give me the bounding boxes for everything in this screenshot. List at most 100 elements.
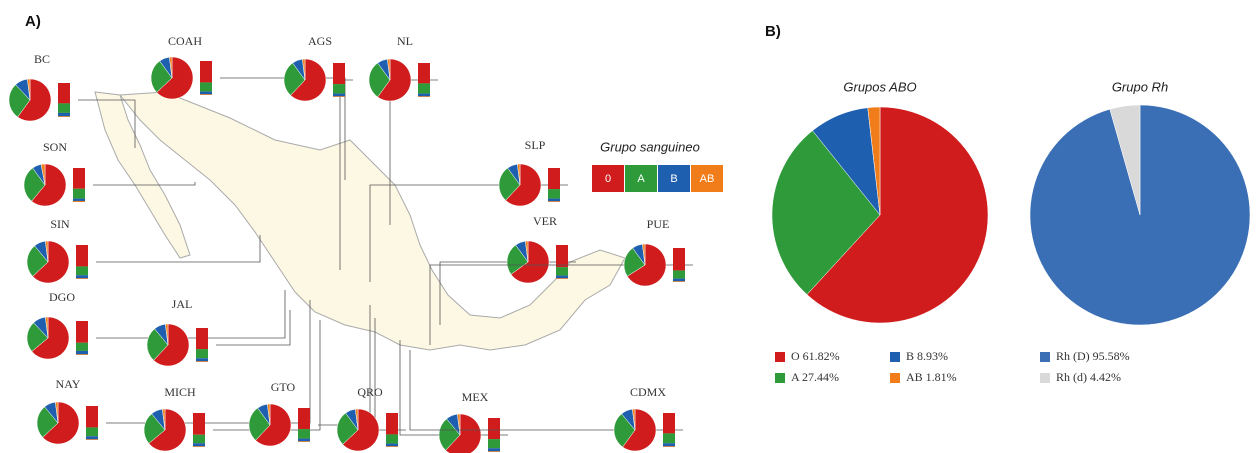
stacked-bar (196, 328, 208, 350)
panel-label: A) (25, 13, 41, 30)
pie-slice (23, 167, 46, 202)
stacked-bar (86, 439, 98, 440)
pie-slice (162, 408, 166, 431)
legend-label: Rh (D) (1056, 349, 1090, 363)
pie-slice (525, 240, 529, 263)
pie-slice (267, 403, 271, 426)
pie-slice (642, 243, 646, 266)
stacked-bar (418, 93, 430, 97)
legend-label: 0 (605, 173, 611, 185)
arrow (96, 235, 261, 263)
baja-california (94, 91, 191, 259)
stacked-bar (386, 413, 398, 435)
stacked-bar (86, 427, 98, 437)
region-label: MEX (462, 390, 489, 404)
stacked-bar (298, 408, 310, 430)
stacked-bar (556, 267, 568, 276)
stacked-bar (73, 188, 85, 199)
stacked-bar (418, 83, 430, 94)
legend-label: B (670, 173, 677, 185)
stacked-bar (333, 93, 345, 97)
pie-slice (156, 56, 194, 100)
pie-slice (32, 240, 70, 284)
region-label: DGO (49, 290, 75, 304)
stacked-bar (76, 275, 88, 279)
pie-slice (377, 58, 412, 102)
legend-entry: A 27.44% (791, 370, 839, 384)
stacked-bar (298, 429, 310, 439)
stacked-bar (298, 438, 310, 442)
stacked-bar (548, 189, 560, 199)
pie-slice (632, 408, 636, 431)
legend-entry: B 8.93% (906, 349, 948, 363)
stacked-bar (86, 406, 98, 428)
stacked-bar (663, 433, 675, 444)
value-label: 95.58% (1093, 349, 1130, 363)
arrow (429, 264, 693, 345)
stacked-bar (58, 112, 70, 117)
pie-slice (31, 163, 67, 207)
stacked-bar (386, 443, 398, 447)
stacked-bar (298, 441, 310, 442)
stacked-bar (333, 96, 345, 97)
pie-slice (148, 408, 187, 452)
stacked-bar (556, 278, 568, 279)
stacked-bar (556, 245, 568, 268)
chart-title: Grupos ABO (843, 79, 916, 94)
pie-slice (8, 84, 31, 118)
pie-slice (445, 413, 482, 453)
legend-swatch (890, 352, 900, 362)
stacked-bar (488, 451, 500, 452)
legend-label: A (791, 370, 800, 384)
pie-slice (31, 316, 70, 360)
pie-slice (45, 316, 49, 339)
region-label: SIN (50, 217, 70, 231)
region-label: AGS (308, 34, 332, 48)
legend-label: Rh (d) (1056, 370, 1087, 384)
pie-slice (771, 130, 881, 295)
pie-slice (626, 243, 667, 287)
pie-slice (498, 167, 521, 201)
legend-title: Grupo sanguineo (600, 139, 700, 154)
region-label: GTO (271, 380, 296, 394)
pie-slice (623, 247, 646, 277)
stacked-bar (76, 245, 88, 267)
legend-label: AB (906, 370, 923, 384)
region-label: NL (397, 34, 413, 48)
pie-slice (342, 408, 380, 452)
region-label: PUE (647, 217, 670, 231)
legend-swatch (625, 165, 657, 192)
pie-slice (1109, 104, 1141, 216)
region-label: BC (34, 52, 50, 66)
pie-slice (27, 78, 31, 101)
pie-slice (248, 407, 271, 441)
stacked-bar (196, 361, 208, 362)
legend-entry: Rh (d) 4.42% (1056, 370, 1121, 384)
stacked-bar (76, 350, 88, 355)
pie-slice (45, 240, 49, 263)
stacked-bar (58, 103, 70, 113)
pie-slice (150, 60, 173, 93)
panel-label: B) (765, 23, 781, 40)
stacked-bar (548, 198, 560, 202)
legend-swatch (1040, 352, 1050, 362)
stacked-bar (386, 434, 398, 444)
stacked-bar (488, 448, 500, 452)
stacked-bar (193, 413, 205, 435)
pie-slice (613, 413, 636, 448)
pie-slice (283, 62, 306, 96)
legend-swatch (658, 165, 690, 192)
pie-slice (438, 418, 461, 451)
legend-label: B (906, 349, 914, 363)
stacked-bar (76, 278, 88, 279)
pie-slice (806, 106, 989, 324)
stacked-bar (73, 198, 85, 201)
mainland (119, 91, 626, 351)
pie-slice (387, 58, 391, 81)
legend-swatch (775, 373, 785, 383)
region-label: SLP (525, 138, 546, 152)
region-label: SON (43, 140, 67, 154)
legend-entry: AB 1.81% (906, 370, 957, 384)
legend-entry: Rh (D) 95.58% (1056, 349, 1130, 363)
